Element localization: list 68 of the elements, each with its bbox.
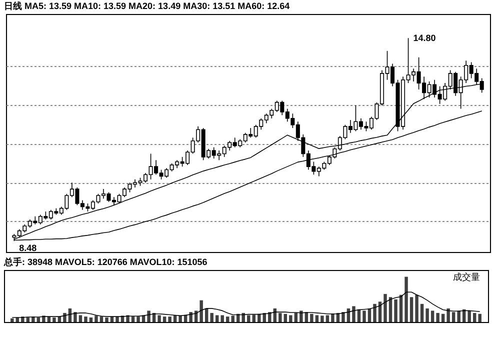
bar: [136, 316, 140, 322]
bar: [430, 310, 434, 322]
bar: [284, 314, 288, 322]
annotation: 14.80: [413, 33, 436, 44]
bar: [478, 314, 482, 322]
bar: [258, 314, 261, 322]
bar: [147, 310, 150, 322]
bar: [26, 317, 30, 322]
bar: [36, 317, 40, 322]
bar: [278, 312, 282, 322]
bar: [426, 308, 429, 322]
bar: [63, 312, 66, 322]
bar: [468, 310, 471, 322]
bar: [89, 317, 93, 322]
bar: [452, 312, 456, 322]
bar: [384, 294, 387, 322]
bar: [320, 316, 324, 322]
bar: [105, 317, 108, 322]
bar: [231, 316, 234, 322]
bar: [415, 294, 418, 322]
bar: [310, 314, 314, 322]
bar: [200, 300, 203, 322]
bar: [399, 294, 403, 322]
bar: [300, 310, 303, 322]
bar: [268, 312, 272, 322]
bar: [342, 312, 345, 322]
bar: [94, 316, 98, 322]
bar: [116, 316, 119, 322]
bar: [100, 316, 104, 322]
bar: [373, 304, 376, 322]
bar: [420, 304, 424, 322]
bar: [210, 312, 214, 322]
bar: [247, 315, 250, 322]
bar: [52, 317, 56, 322]
bar: [289, 315, 292, 322]
bar: [220, 315, 224, 322]
bar: [352, 306, 356, 322]
bar: [441, 314, 445, 322]
bar: [162, 316, 166, 322]
bar: [362, 310, 366, 322]
bar: [158, 315, 161, 322]
bar: [189, 312, 192, 322]
bar: [10, 318, 14, 322]
annotation: 8.48: [19, 243, 37, 254]
bar: [457, 310, 460, 322]
bar: [78, 315, 82, 322]
annotation: 成交量: [452, 272, 480, 282]
bar: [436, 312, 440, 322]
bar: [178, 316, 182, 322]
bar: [74, 312, 77, 322]
bar: [226, 316, 230, 322]
bar: [294, 312, 298, 322]
bar: [131, 316, 135, 322]
text: 总手: 38948 MAVOL5: 120766 MAVOL10: 151056: [3, 257, 208, 267]
bar: [394, 299, 398, 322]
bar: [410, 297, 414, 322]
bar: [168, 316, 172, 322]
bar: [446, 308, 450, 322]
bar: [331, 314, 334, 322]
bar: [315, 315, 319, 322]
bar: [326, 315, 330, 322]
bar: [252, 314, 256, 322]
bar: [404, 276, 408, 322]
bar: [215, 315, 219, 322]
bar: [388, 297, 392, 322]
bar: [472, 312, 476, 322]
text: 日线 MA5: 13.59 MA10: 13.59 MA20: 13.49 MA30: 13.51 MA60: 12.64: [4, 1, 290, 11]
bar: [84, 316, 88, 322]
